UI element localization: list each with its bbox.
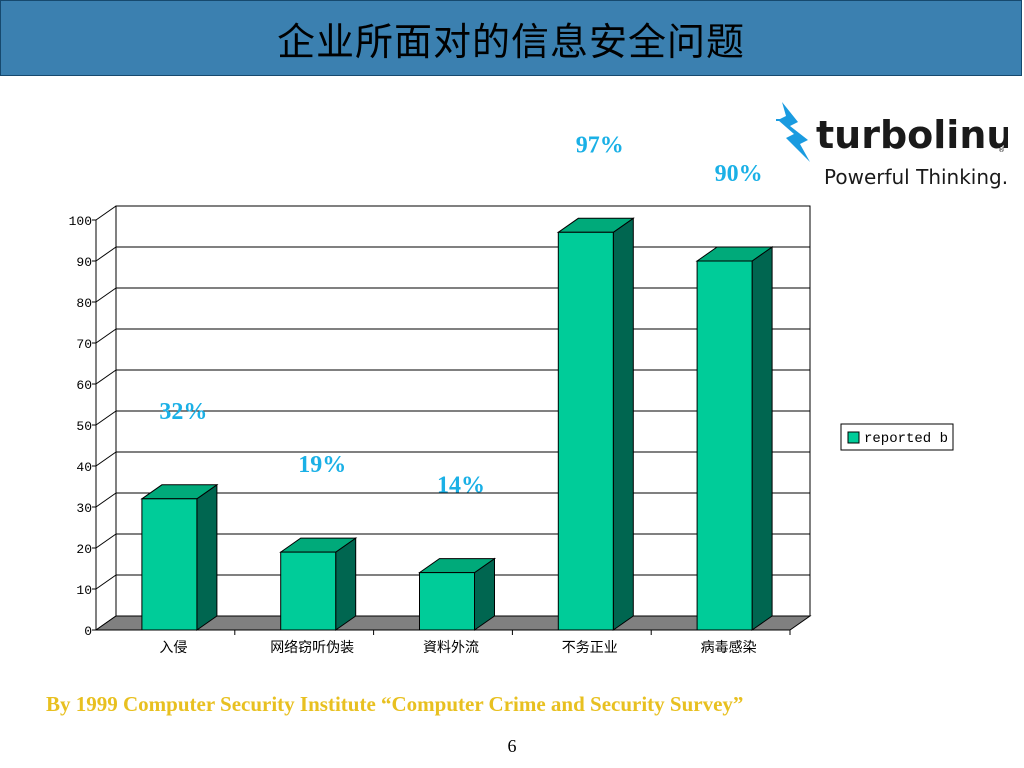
x-tick-label: 入侵 (159, 639, 187, 656)
legend: reported b (840, 423, 954, 451)
x-tick-label: 网络窃听伪装 (270, 640, 354, 656)
y-tick-label: 100 (69, 214, 92, 229)
gridline-depth (95, 492, 117, 508)
bar (140, 483, 219, 631)
data-label: 97% (576, 132, 624, 158)
data-label: 32% (159, 399, 207, 425)
source-note: By 1999 Computer Security Institute “Com… (46, 692, 744, 716)
bar (556, 217, 635, 631)
legend-swatch (847, 431, 860, 444)
lightning-bolt-icon (778, 102, 810, 162)
bar-front (557, 231, 614, 631)
data-label: 14% (437, 473, 485, 499)
data-label: 19% (298, 452, 346, 478)
page-number: 6 (507, 736, 517, 756)
logo-tagline: Powerful Thinking. (824, 165, 1008, 189)
y-tick-label: 10 (76, 583, 92, 598)
gridline-depth (95, 287, 117, 303)
gridline-depth (95, 410, 117, 426)
chart-legend: reported b (840, 423, 954, 451)
gridline-depth (95, 369, 117, 385)
y-tick-label: 90 (76, 255, 92, 270)
y-tick-label: 20 (76, 542, 92, 557)
y-tick-label: 40 (76, 460, 92, 475)
gridline-depth (95, 246, 117, 262)
bar-side (612, 217, 634, 631)
bar-front (419, 572, 475, 631)
bar (417, 557, 497, 631)
bar (279, 537, 358, 631)
logo-registered-mark: ® (998, 146, 1005, 154)
gridline-depth (95, 533, 117, 549)
bar (695, 246, 774, 631)
bar-side (196, 483, 218, 631)
gridline-depth (95, 451, 117, 467)
legend-entry: reported b (864, 431, 948, 447)
bar-side (335, 537, 357, 631)
bar-front (141, 498, 198, 631)
gridline-depth (95, 328, 117, 344)
turbolinux-logo: turbolinux ® Powerful Thinking. (776, 102, 1008, 189)
bar-side (751, 246, 773, 631)
y-tick-label: 60 (76, 378, 92, 393)
x-tick-label: 病毒感染 (701, 639, 757, 656)
y-tick-label: 30 (76, 501, 92, 516)
logo-wordmark: turbolinux (816, 113, 1008, 157)
y-tick-label: 80 (76, 296, 92, 311)
y-tick-label: 70 (76, 337, 92, 352)
chart-bars (140, 217, 774, 631)
y-tick-label: 0 (84, 624, 92, 639)
x-tick-label: 資料外流 (423, 640, 479, 656)
x-tick-label: 不务正业 (562, 640, 618, 656)
title-bar: 企业所面对的信息安全问题 (0, 0, 1022, 76)
data-label: 90% (715, 161, 763, 187)
bar-front (696, 260, 753, 631)
slide-title: 企业所面对的信息安全问题 (276, 19, 745, 64)
bar-front (280, 551, 337, 631)
gridline-depth (95, 205, 117, 221)
gridline-depth (95, 574, 117, 590)
chart-labels: 入侵 32% 网络窃听伪装 19% 資料外流 14% 不务正业 97% 病毒感染 90% (159, 132, 762, 656)
legend-box (840, 423, 954, 451)
y-tick-label: 50 (76, 419, 92, 434)
